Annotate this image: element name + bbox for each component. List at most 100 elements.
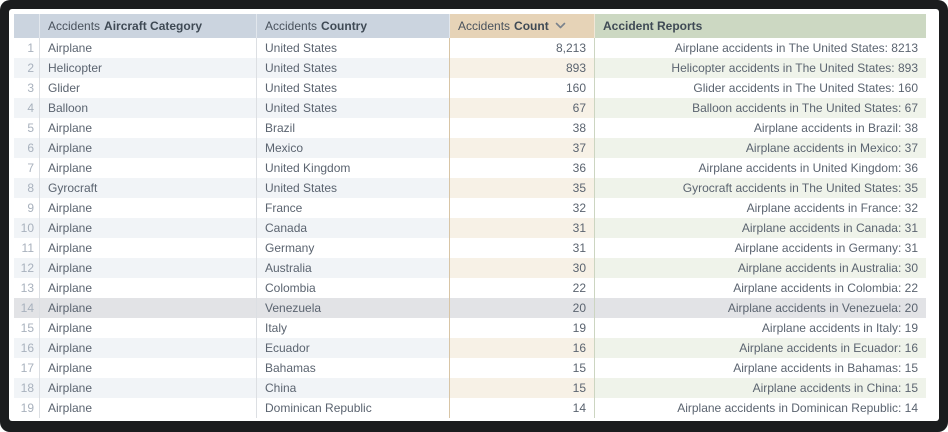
cell-aircraft-category: Airplane — [40, 258, 257, 278]
cell-count: 14 — [450, 398, 595, 418]
row-number: 14 — [14, 298, 40, 318]
cell-count: 19 — [450, 318, 595, 338]
cell-aircraft-category: Airplane — [40, 198, 257, 218]
cell-count: 16 — [450, 338, 595, 358]
cell-aircraft-category: Glider — [40, 78, 257, 98]
row-number: 6 — [14, 138, 40, 158]
row-number: 2 — [14, 58, 40, 78]
cell-accident-report: Helicopter accidents in The United State… — [595, 58, 926, 78]
corner-header — [14, 14, 40, 38]
cell-country: China — [257, 378, 450, 398]
column-header-label: Country — [321, 19, 368, 33]
cell-aircraft-category: Airplane — [40, 218, 257, 238]
cell-aircraft-category: Airplane — [40, 358, 257, 378]
table-row[interactable]: 19 Airplane Dominican Republic 14 Airplane a… — [14, 398, 926, 418]
cell-accident-report: Airplane accidents in Bahamas: 15 — [595, 358, 926, 378]
row-number: 7 — [14, 158, 40, 178]
table-row[interactable]: 18 Airplane China 15 Airplane accidents in C… — [14, 378, 926, 398]
cell-accident-report: Airplane accidents in France: 32 — [595, 198, 926, 218]
row-number: 3 — [14, 78, 40, 98]
table-row[interactable]: 10 Airplane Canada 31 Airplane accidents in … — [14, 218, 926, 238]
row-number: 11 — [14, 238, 40, 258]
cell-count: 35 — [450, 178, 595, 198]
row-number: 19 — [14, 398, 40, 418]
table-row[interactable]: 12 Airplane Australia 30 Airplane accidents … — [14, 258, 926, 278]
cell-country: Italy — [257, 318, 450, 338]
cell-count: 67 — [450, 98, 595, 118]
table-row[interactable]: 15 Airplane Italy 19 Airplane accidents in I… — [14, 318, 926, 338]
column-header-accident-reports[interactable]: Accident Reports — [595, 14, 926, 38]
table-row[interactable]: 8 Gyrocraft United States 35 Gyrocraft accid… — [14, 178, 926, 198]
table-row[interactable]: 11 Airplane Germany 31 Airplane accidents in… — [14, 238, 926, 258]
table-row[interactable]: 7 Airplane United Kingdom 36 Airplane accide… — [14, 158, 926, 178]
cell-aircraft-category: Airplane — [40, 118, 257, 138]
cell-country: Canada — [257, 218, 450, 238]
cell-aircraft-category: Gyrocraft — [40, 178, 257, 198]
row-number: 13 — [14, 278, 40, 298]
table-row[interactable]: 6 Airplane Mexico 37 Airplane accidents in M… — [14, 138, 926, 158]
cell-accident-report: Airplane accidents in Germany: 31 — [595, 238, 926, 258]
cell-aircraft-category: Airplane — [40, 378, 257, 398]
cell-aircraft-category: Airplane — [40, 278, 257, 298]
table-row[interactable]: 4 Balloon United States 67 Balloon accidents… — [14, 98, 926, 118]
row-number: 16 — [14, 338, 40, 358]
cell-country: United Kingdom — [257, 158, 450, 178]
column-header-country[interactable]: Accidents Country — [257, 14, 450, 38]
cell-accident-report: Airplane accidents in Mexico: 37 — [595, 138, 926, 158]
cell-country: Germany — [257, 238, 450, 258]
sort-descending-icon — [555, 22, 566, 30]
row-number: 10 — [14, 218, 40, 238]
table-row[interactable]: 9 Airplane France 32 Airplane accidents in F… — [14, 198, 926, 218]
cell-aircraft-category: Airplane — [40, 298, 257, 318]
column-header-label: Count — [514, 19, 549, 33]
cell-country: Ecuador — [257, 338, 450, 358]
cell-accident-report: Balloon accidents in The United States: … — [595, 98, 926, 118]
cell-accident-report: Airplane accidents in China: 15 — [595, 378, 926, 398]
column-header-count[interactable]: Accidents Count — [450, 14, 595, 38]
table-row[interactable]: 13 Airplane Colombia 22 Airplane accidents i… — [14, 278, 926, 298]
cell-count: 893 — [450, 58, 595, 78]
cell-count: 32 — [450, 198, 595, 218]
row-number: 17 — [14, 358, 40, 378]
table-panel: Accidents Aircraft Category Accidents Co… — [9, 9, 939, 421]
cell-country: United States — [257, 38, 450, 58]
cell-aircraft-category: Airplane — [40, 398, 257, 418]
cell-country: Brazil — [257, 118, 450, 138]
row-number: 15 — [14, 318, 40, 338]
cell-count: 22 — [450, 278, 595, 298]
cell-aircraft-category: Airplane — [40, 338, 257, 358]
cell-aircraft-category: Airplane — [40, 158, 257, 178]
cell-country: Colombia — [257, 278, 450, 298]
cell-aircraft-category: Airplane — [40, 318, 257, 338]
cell-country: Mexico — [257, 138, 450, 158]
cell-count: 20 — [450, 298, 595, 318]
row-number: 5 — [14, 118, 40, 138]
cell-country: United States — [257, 98, 450, 118]
column-header-prefix: Accidents — [48, 19, 101, 33]
column-header-prefix: Accidents — [265, 19, 318, 33]
cell-aircraft-category: Airplane — [40, 238, 257, 258]
cell-count: 160 — [450, 78, 595, 98]
table-row[interactable]: 14 Airplane Venezuela 20 Airplane accidents … — [14, 298, 926, 318]
cell-count: 31 — [450, 238, 595, 258]
cell-country: Australia — [257, 258, 450, 278]
table-row[interactable]: 2 Helicopter United States 893 Helicopter ac… — [14, 58, 926, 78]
row-number: 4 — [14, 98, 40, 118]
table-row[interactable]: 3 Glider United States 160 Glider accidents … — [14, 78, 926, 98]
column-header-aircraft-category[interactable]: Accidents Aircraft Category — [40, 14, 257, 38]
table-row[interactable]: 16 Airplane Ecuador 16 Airplane accidents in… — [14, 338, 926, 358]
row-number: 12 — [14, 258, 40, 278]
cell-accident-report: Gyrocraft accidents in The United States… — [595, 178, 926, 198]
cell-count: 31 — [450, 218, 595, 238]
cell-accident-report: Airplane accidents in United Kingdom: 36 — [595, 158, 926, 178]
table-row[interactable]: 17 Airplane Bahamas 15 Airplane accidents in… — [14, 358, 926, 378]
cell-aircraft-category: Helicopter — [40, 58, 257, 78]
table-row[interactable]: 1 Airplane United States 8,213 Airplane acci… — [14, 38, 926, 58]
table-row[interactable]: 5 Airplane Brazil 38 Airplane accidents in B… — [14, 118, 926, 138]
cell-count: 15 — [450, 358, 595, 378]
row-number: 1 — [14, 38, 40, 58]
table-body: 1 Airplane United States 8,213 Airplane acci… — [14, 38, 926, 418]
cell-country: Venezuela — [257, 298, 450, 318]
cell-country: United States — [257, 58, 450, 78]
cell-count: 36 — [450, 158, 595, 178]
